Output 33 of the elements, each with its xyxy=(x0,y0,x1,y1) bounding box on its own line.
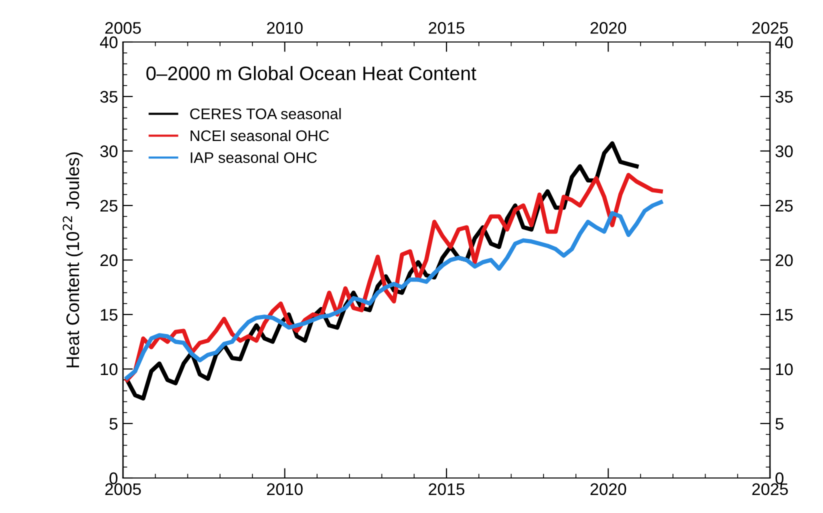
x-tick-label: 2005 xyxy=(105,483,141,496)
y2-tick-label: 0 xyxy=(776,472,784,484)
y2-tick-label: 35 xyxy=(775,90,793,103)
x-tick-label: 2015 xyxy=(428,483,464,496)
y-tick-label: 5 xyxy=(110,418,118,430)
x2-tick-label: 2015 xyxy=(428,22,464,34)
y-tick-label: 15 xyxy=(100,309,118,321)
legend-label: NCEI seasonal OHC xyxy=(190,130,329,142)
text: 0–2000 m Global Ocean Heat Content xyxy=(146,66,476,80)
y-axis-title: Heat Content (10$^{22}$ Joules) xyxy=(62,152,83,368)
x-tick-label: 2025 xyxy=(752,483,788,496)
y-tick-label: 30 xyxy=(100,145,118,158)
x2-tick-label: 2020 xyxy=(590,22,626,34)
y2-tick-label: 40 xyxy=(775,36,793,48)
y-tick-label: 10 xyxy=(100,363,118,376)
y2-tick-label: 30 xyxy=(775,145,793,158)
legend-label: CERES TOA seasonal xyxy=(190,108,341,120)
y-tick-label: 40 xyxy=(100,36,118,48)
y-tick-label: 25 xyxy=(100,200,118,212)
x2-tick-label: 2005 xyxy=(105,22,141,34)
x2-tick-label: 2010 xyxy=(267,22,303,34)
y2-tick-label: 20 xyxy=(776,254,793,266)
x2-tick-label: 2025 xyxy=(752,22,788,34)
y2-tick-label: 10 xyxy=(776,363,793,376)
legend-label: IAP seasonal OHC xyxy=(190,152,317,164)
y2-tick-label: 5 xyxy=(776,418,784,430)
x-tick-label: 2020 xyxy=(590,483,626,496)
y2-tick-label: 25 xyxy=(776,200,793,212)
y-tick-label: 0 xyxy=(110,472,118,484)
x-tick-label: 2010 xyxy=(267,483,303,496)
y2-tick-label: 15 xyxy=(776,309,793,321)
y-tick-label: 35 xyxy=(100,90,118,103)
y-tick-label: 20 xyxy=(100,254,118,266)
